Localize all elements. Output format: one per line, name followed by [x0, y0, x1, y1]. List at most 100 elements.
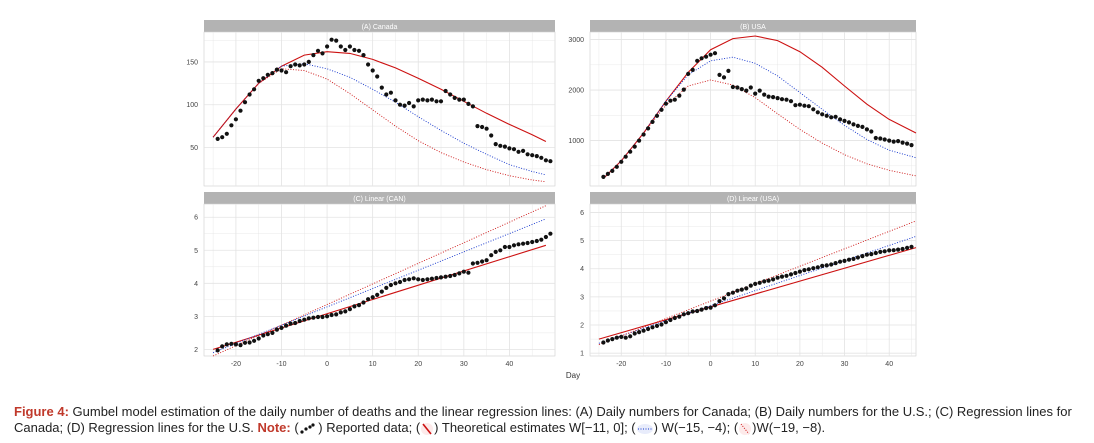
panel-title: (A) Canada: [362, 24, 398, 31]
x-tick-label: -10: [661, 361, 671, 368]
data-point: [220, 344, 225, 349]
x-tick-label: -20: [231, 361, 241, 368]
y-tick-label: 4: [580, 266, 584, 273]
data-point: [338, 44, 343, 49]
data-point: [779, 274, 785, 279]
data-point: [411, 104, 416, 109]
data-point: [882, 249, 887, 254]
data-point: [270, 330, 275, 335]
data-point: [265, 332, 270, 337]
data-point: [869, 129, 874, 134]
data-point: [530, 153, 535, 158]
data-point: [690, 309, 695, 314]
data-point: [815, 265, 820, 270]
data-point: [416, 98, 421, 103]
data-point: [730, 84, 736, 90]
data-point: [397, 102, 403, 107]
data-point: [829, 115, 834, 120]
data-point: [802, 103, 807, 108]
data-point: [274, 327, 279, 332]
data-point: [247, 92, 252, 97]
caption-w19: )W(−19, −8).: [752, 420, 826, 435]
data-point: [279, 325, 284, 330]
data-point: [338, 310, 343, 315]
data-point: [766, 278, 771, 283]
panel-title: (D) Linear (USA): [727, 196, 779, 203]
data-point: [489, 133, 494, 138]
data-point: [388, 282, 393, 288]
data-point: [695, 58, 700, 63]
data-point: [864, 252, 870, 257]
data-point: [530, 239, 535, 245]
data-point: [851, 122, 856, 127]
data-point: [297, 318, 302, 324]
data-point: [493, 249, 498, 254]
data-point: [811, 107, 816, 112]
data-point: [252, 338, 257, 343]
data-point: [548, 231, 553, 236]
data-point: [525, 152, 530, 157]
panel-strip: [204, 20, 555, 32]
data-point: [753, 91, 758, 96]
data-point: [311, 315, 316, 320]
y-tick-label: 3000: [568, 37, 584, 44]
data-point: [233, 117, 238, 122]
x-tick-label: 0: [325, 361, 329, 368]
data-point: [466, 270, 471, 275]
data-point: [429, 97, 434, 102]
data-point: [543, 234, 549, 240]
data-point: [641, 132, 646, 137]
data-point: [632, 331, 637, 336]
data-point: [293, 320, 298, 326]
data-point: [347, 307, 352, 312]
caption-text: Gumbel model estimation of the daily num…: [14, 404, 1072, 435]
y-tick-label: 2000: [568, 88, 584, 95]
data-point: [402, 103, 407, 108]
y-tick-label: 5: [194, 248, 198, 255]
data-point: [279, 68, 284, 73]
data-point: [420, 97, 425, 102]
y-tick-label: 150: [186, 59, 198, 66]
data-point: [614, 335, 619, 340]
y-tick-label: 2: [580, 323, 584, 330]
caption-label: Figure 4:: [14, 404, 69, 419]
data-point: [489, 253, 494, 258]
panel-strip: [204, 192, 555, 204]
data-point: [601, 340, 606, 345]
data-point: [388, 90, 393, 95]
data-point: [256, 336, 261, 341]
data-point: [384, 92, 389, 97]
data-point: [900, 246, 905, 252]
caption-w15: ) W(−15, −4); (: [653, 420, 739, 435]
data-point: [695, 308, 700, 314]
y-tick-label: 50: [190, 145, 198, 152]
panel-d-linear-usa: (D) Linear (USA) 1 2 3 4 5 6 -20 -10 0 10 20 30 40: [580, 192, 917, 368]
data-point: [425, 98, 430, 103]
series-line: [212, 68, 546, 183]
data-point: [429, 276, 434, 281]
data-point: [846, 257, 852, 262]
data-point: [699, 56, 704, 61]
data-point: [480, 259, 485, 264]
data-point: [704, 306, 709, 311]
data-point: [797, 269, 803, 274]
y-tick-label: 4: [194, 281, 198, 288]
data-point: [757, 280, 762, 285]
data-point: [646, 126, 651, 131]
data-point: [677, 314, 682, 319]
panel-title: (B) USA: [740, 24, 766, 31]
data-point: [238, 108, 243, 113]
data-point: [370, 68, 375, 73]
data-point: [820, 263, 825, 268]
data-point: [521, 148, 526, 153]
data-point: [288, 321, 293, 326]
data-point: [646, 326, 651, 332]
y-tick-label: 2: [194, 347, 198, 354]
data-point: [686, 71, 691, 76]
data-point: [887, 138, 892, 143]
data-point: [311, 53, 316, 58]
data-point: [242, 340, 248, 345]
data-point: [484, 126, 489, 131]
x-tick-label: 10: [369, 361, 377, 368]
data-point: [806, 104, 811, 109]
